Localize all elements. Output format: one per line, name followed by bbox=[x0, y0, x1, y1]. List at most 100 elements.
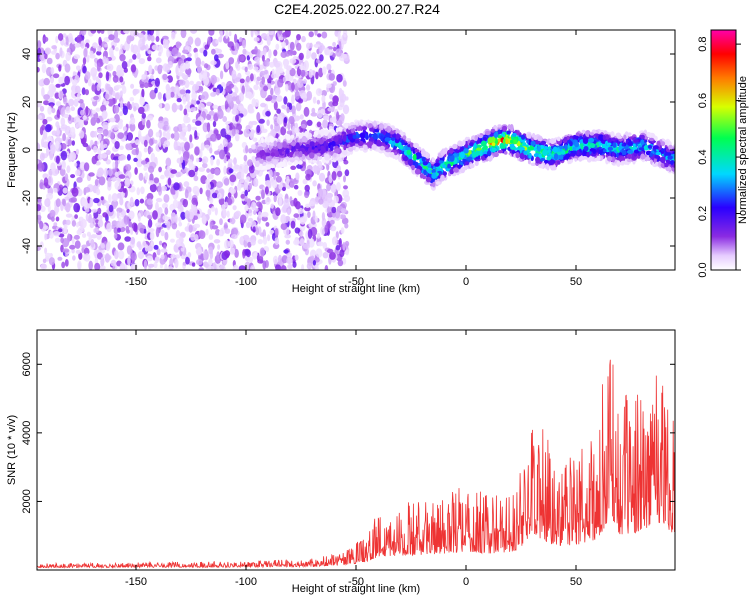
spectrogram-cell bbox=[65, 36, 69, 46]
spectrogram-cell bbox=[663, 140, 669, 146]
spectrogram-cell bbox=[273, 62, 281, 68]
spectrogram-cell bbox=[79, 130, 85, 139]
spectrogram-cell bbox=[250, 239, 256, 246]
spectrogram-cell bbox=[273, 140, 277, 147]
spectrogram-cell bbox=[247, 159, 253, 167]
spectrogram-cell bbox=[92, 73, 97, 81]
spectrogram-cell bbox=[342, 241, 346, 251]
spectrogram-cell bbox=[194, 37, 201, 47]
spectrogram-cell bbox=[90, 139, 94, 146]
spectrogram-cell bbox=[55, 216, 60, 222]
spectrogram-cell bbox=[247, 63, 254, 70]
spectrogram-cell bbox=[152, 210, 158, 220]
spectrogram-cell bbox=[232, 264, 239, 270]
spectrogram-cell bbox=[107, 98, 114, 107]
spectrogram-cell bbox=[202, 156, 209, 164]
spectrogram-cell bbox=[155, 30, 160, 39]
spectrogram-cell bbox=[294, 254, 299, 261]
spectrogram-cell bbox=[343, 175, 346, 183]
spectrogram-cell bbox=[141, 88, 145, 99]
spectrogram-cell bbox=[299, 216, 306, 225]
spectrogram-cell bbox=[290, 165, 297, 170]
spectrogram-cell bbox=[297, 98, 304, 104]
spectrogram-cell bbox=[398, 142, 402, 147]
spectrogram-cell bbox=[96, 83, 101, 92]
spectrogram-cell bbox=[191, 98, 197, 106]
spectrogram-cell bbox=[278, 161, 285, 168]
spectrogram-cell bbox=[136, 187, 141, 196]
spectrogram-cell bbox=[114, 92, 122, 100]
spectrogram-cell bbox=[163, 120, 169, 127]
spectrogram-cell bbox=[497, 135, 503, 139]
spectrogram-cell bbox=[182, 198, 188, 208]
spectrogram-cell bbox=[225, 30, 229, 39]
spectrogram-cell bbox=[256, 76, 262, 82]
spectrogram-cell bbox=[295, 172, 300, 181]
spectrogram-cell bbox=[222, 116, 227, 123]
x-tick-label: -100 bbox=[235, 576, 257, 588]
spectrogram-cell bbox=[37, 162, 45, 172]
spectrogram-cell bbox=[326, 63, 332, 71]
spectrogram-cell bbox=[198, 230, 206, 240]
spectrogram-cell bbox=[205, 178, 211, 185]
spectrogram-cell bbox=[75, 169, 81, 177]
spectrogram-cell bbox=[131, 101, 135, 109]
spectrogram-cell bbox=[121, 61, 128, 70]
spectrogram-cell bbox=[70, 197, 78, 203]
spectrogram-cell bbox=[150, 152, 156, 163]
spectrogram-cell bbox=[319, 54, 324, 62]
spectrogram-cell bbox=[569, 141, 573, 147]
spectrogram-cell bbox=[75, 148, 79, 155]
spectrogram-cell bbox=[316, 121, 322, 128]
spectrogram-cell bbox=[231, 128, 236, 137]
spectrogram-cell bbox=[93, 145, 98, 153]
spectrogram-cell bbox=[235, 123, 243, 132]
spectrogram-cell bbox=[394, 151, 398, 156]
spectrogram-cell bbox=[243, 128, 250, 138]
spectrogram-cell bbox=[119, 262, 126, 270]
spectrogram-cell bbox=[132, 44, 139, 55]
spectrogram-cell bbox=[426, 169, 432, 174]
spectrogram-cell bbox=[257, 146, 264, 151]
spectrogram-cell bbox=[113, 156, 120, 161]
spectrogram-cell bbox=[203, 76, 210, 86]
spectrogram-cell bbox=[289, 41, 295, 51]
spectrogram-cell bbox=[165, 131, 171, 140]
spectrogram-cell bbox=[264, 186, 269, 195]
spectrogram-cell bbox=[57, 256, 63, 261]
spectrogram-cell bbox=[164, 231, 169, 241]
spectrogram-cell bbox=[250, 144, 257, 150]
spectrogram-cell bbox=[139, 227, 145, 233]
spectrogram-cell bbox=[294, 127, 300, 134]
spectrogram-cell bbox=[154, 139, 158, 144]
spectrogram-cell bbox=[389, 152, 395, 158]
spectrogram-cell bbox=[340, 113, 345, 122]
y-tick-label: 6000 bbox=[21, 352, 33, 376]
spectrogram-cell bbox=[290, 141, 297, 146]
spectrogram-cell bbox=[247, 107, 255, 114]
spectrogram-cell bbox=[150, 35, 155, 42]
spectrogram-cell bbox=[432, 181, 436, 187]
spectrogram-cell bbox=[302, 178, 308, 185]
spectrogram-cell bbox=[523, 150, 528, 155]
spectrogram-cell bbox=[81, 198, 88, 207]
spectrogram-cell bbox=[55, 198, 61, 208]
spectrogram-cell bbox=[62, 187, 68, 194]
spectrogram-cell bbox=[244, 205, 249, 212]
spectrogram-cell bbox=[556, 136, 561, 142]
spectrogram-cell bbox=[344, 96, 349, 101]
snr-series bbox=[37, 359, 675, 569]
spectrogram-cell bbox=[73, 234, 80, 240]
spectrogram-cell bbox=[243, 181, 248, 189]
spectrogram-cell bbox=[146, 119, 151, 129]
spectrogram-cell bbox=[313, 164, 318, 175]
spectrogram-cell bbox=[114, 249, 119, 260]
spectrogram-cell bbox=[134, 139, 140, 146]
spectrogram-cell bbox=[660, 156, 666, 164]
spectrogram-cell bbox=[228, 168, 234, 174]
spectrogram-cell bbox=[342, 80, 347, 87]
spectrogram-cell bbox=[216, 181, 223, 189]
spectrogram-cell bbox=[61, 160, 67, 170]
spectrogram-cell bbox=[390, 130, 395, 135]
spectrogram-cell bbox=[78, 226, 85, 233]
